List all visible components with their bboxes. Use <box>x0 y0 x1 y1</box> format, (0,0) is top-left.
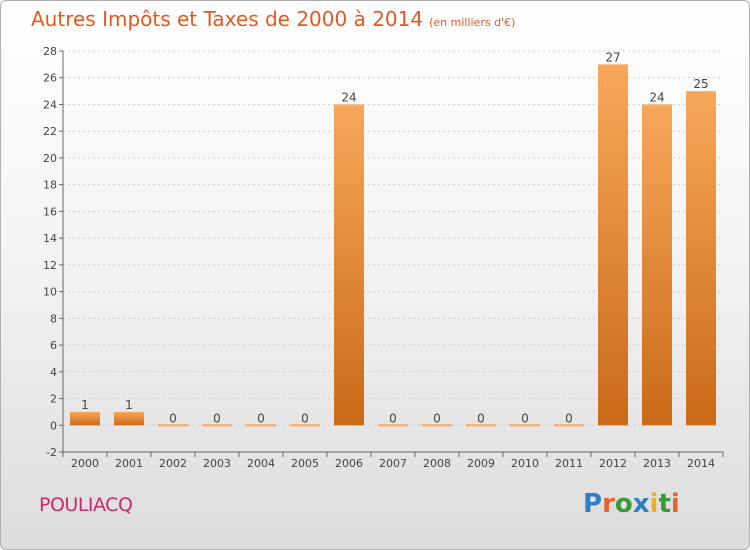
y-tick-label: 24 <box>43 98 57 111</box>
bar-2012 <box>598 64 628 426</box>
data-label-2001: 1 <box>125 398 133 412</box>
data-label-2008: 0 <box>433 411 441 425</box>
bar-2004 <box>246 424 276 427</box>
x-tick-label-2014: 2014 <box>687 457 715 470</box>
bars-layer <box>70 64 716 427</box>
x-tick-label-2004: 2004 <box>247 457 275 470</box>
data-label-2000: 1 <box>81 398 89 412</box>
logo-letter: t <box>658 489 671 519</box>
x-tick-label-2013: 2013 <box>643 457 671 470</box>
proxiti-logo[interactable]: Proxiti <box>583 489 680 519</box>
y-tick-label: 16 <box>43 205 57 218</box>
y-tick-label: 12 <box>43 259 57 272</box>
bar-2013 <box>642 104 672 426</box>
bar-2014 <box>686 91 716 426</box>
bar-2007 <box>378 424 408 427</box>
x-tick-label-2001: 2001 <box>115 457 143 470</box>
x-tick-label-2010: 2010 <box>511 457 539 470</box>
x-tick-label-2005: 2005 <box>291 457 319 470</box>
y-tick-label: 0 <box>50 419 57 432</box>
x-tick-label-2002: 2002 <box>159 457 187 470</box>
data-label-2007: 0 <box>389 411 397 425</box>
y-tick-label: -2 <box>46 446 57 459</box>
y-tick-label: 28 <box>43 45 57 58</box>
labels-layer: -202468101214161820222426281200012001020… <box>43 45 715 470</box>
data-label-2003: 0 <box>213 411 221 425</box>
y-tick-label: 14 <box>43 232 57 245</box>
bar-2009 <box>466 424 496 427</box>
y-tick-label: 6 <box>50 339 57 352</box>
y-tick-label: 20 <box>43 152 57 165</box>
data-label-2013: 24 <box>649 90 664 104</box>
bar-2003 <box>202 424 232 427</box>
y-tick-label: 18 <box>43 179 57 192</box>
data-label-2012: 27 <box>605 50 620 64</box>
logo-letter: P <box>583 489 603 519</box>
data-label-2011: 0 <box>565 411 573 425</box>
chart-subtitle: (en milliers d'€) <box>429 16 516 29</box>
data-label-2014: 25 <box>693 77 708 91</box>
place-name: POULIACQ <box>39 494 133 516</box>
x-tick-label-2012: 2012 <box>599 457 627 470</box>
bar-2011 <box>554 424 584 427</box>
bar-2008 <box>422 424 452 427</box>
y-tick-label: 8 <box>50 312 57 325</box>
logo-letter: r <box>602 489 615 519</box>
bar-2005 <box>290 424 320 427</box>
y-tick-label: 4 <box>50 366 57 379</box>
y-tick-label: 26 <box>43 72 57 85</box>
x-tick-label-2000: 2000 <box>71 457 99 470</box>
logo-letter: o <box>614 489 633 519</box>
data-label-2004: 0 <box>257 411 265 425</box>
logo-letter: i <box>670 489 680 519</box>
data-label-2010: 0 <box>521 411 529 425</box>
x-tick-label-2009: 2009 <box>467 457 495 470</box>
y-tick-label: 2 <box>50 393 57 406</box>
data-label-2006: 24 <box>341 90 356 104</box>
bar-2000 <box>70 411 100 426</box>
data-label-2009: 0 <box>477 411 485 425</box>
bar-2006 <box>334 104 364 426</box>
x-tick-label-2003: 2003 <box>203 457 231 470</box>
x-tick-label-2008: 2008 <box>423 457 451 470</box>
chart-title: Autres Impôts et Taxes de 2000 à 2014 <box>31 7 424 31</box>
bar-2010 <box>510 424 540 427</box>
y-tick-label: 22 <box>43 125 57 138</box>
logo-letter: i <box>649 489 659 519</box>
bar-2001 <box>114 411 144 426</box>
x-tick-label-2006: 2006 <box>335 457 363 470</box>
x-tick-label-2011: 2011 <box>555 457 583 470</box>
bar-2002 <box>158 424 188 427</box>
data-label-2005: 0 <box>301 411 309 425</box>
logo-letter: x <box>632 489 650 519</box>
y-tick-label: 10 <box>43 286 57 299</box>
x-tick-label-2007: 2007 <box>379 457 407 470</box>
data-label-2002: 0 <box>169 411 177 425</box>
title-line: Autres Impôts et Taxes de 2000 à 2014 (en… <box>31 7 515 31</box>
